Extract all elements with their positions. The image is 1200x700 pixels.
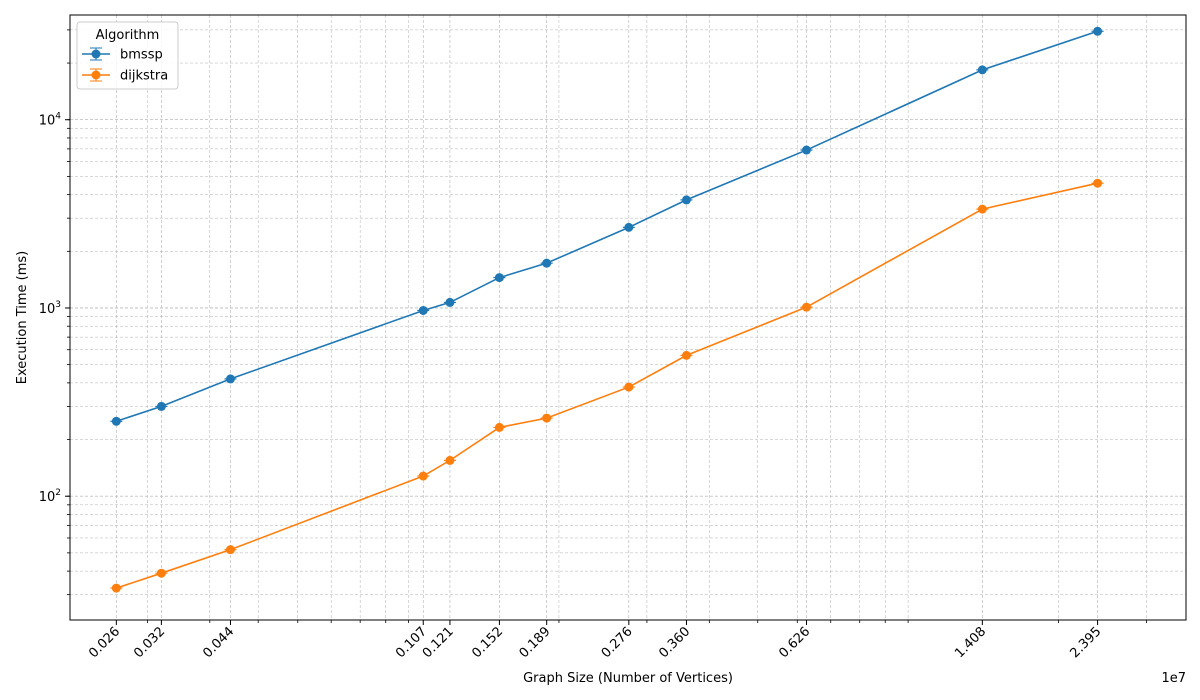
data-point-dijkstra <box>445 455 455 465</box>
y-axis-label: Execution Time (ms) <box>15 251 30 384</box>
data-point-bmssp <box>1093 26 1103 36</box>
y-tick-label-base: 10 <box>39 302 56 317</box>
data-point-dijkstra <box>156 568 166 578</box>
data-point-bmssp <box>111 416 121 426</box>
y-tick-label-base: 10 <box>39 490 56 505</box>
y-tick-label-exponent: 4 <box>55 112 61 122</box>
data-point-bmssp <box>801 145 811 155</box>
x-axis-offset-text: 1e7 <box>1161 671 1186 686</box>
data-point-bmssp <box>624 222 634 232</box>
y-tick-label: 102 <box>39 488 61 505</box>
y-tick-label-exponent: 3 <box>55 300 61 310</box>
data-point-dijkstra <box>624 382 634 392</box>
data-point-dijkstra <box>801 302 811 312</box>
y-tick-label: 103 <box>39 300 61 317</box>
data-point-bmssp <box>494 273 504 283</box>
legend-entry: dijkstra <box>82 68 168 84</box>
legend: Algorithm bmssp dijkstra <box>76 21 179 90</box>
data-point-bmssp <box>225 374 235 384</box>
series-dijkstra <box>110 178 1104 593</box>
series-line-bmssp <box>116 30 1098 423</box>
series-bmssp <box>110 26 1104 426</box>
legend-box <box>76 21 179 90</box>
data-point-bmssp <box>977 65 987 75</box>
plot-frame <box>69 14 1187 621</box>
data-point-bmssp <box>156 401 166 411</box>
data-point-dijkstra <box>977 204 987 214</box>
data-point-dijkstra <box>1093 178 1103 188</box>
legend-entry: bmssp <box>82 47 163 63</box>
legend-marker <box>91 70 101 80</box>
x-axis-label: Graph Size (Number of Vertices) <box>523 671 733 686</box>
data-point-dijkstra <box>111 583 121 593</box>
data-point-dijkstra <box>494 422 504 432</box>
y-tick-label: 104 <box>39 112 62 129</box>
data-point-bmssp <box>418 305 428 315</box>
legend-label: bmssp <box>120 48 163 63</box>
series-line-dijkstra <box>116 182 1098 589</box>
legend-entries: bmssp dijkstra <box>82 47 168 84</box>
legend-label: dijkstra <box>120 69 168 84</box>
data-point-dijkstra <box>542 413 552 423</box>
data-point-dijkstra <box>225 545 235 555</box>
y-tick-label-base: 10 <box>39 114 56 129</box>
grid <box>70 15 1186 620</box>
legend-title: Algorithm <box>96 28 160 43</box>
data-point-dijkstra <box>418 471 428 481</box>
data-point-bmssp <box>445 297 455 307</box>
data-point-bmssp <box>681 195 691 205</box>
legend-marker <box>91 49 101 59</box>
series-layer <box>110 26 1104 593</box>
data-point-bmssp <box>542 258 552 268</box>
y-tick-label-exponent: 2 <box>55 488 61 498</box>
data-point-dijkstra <box>681 350 691 360</box>
